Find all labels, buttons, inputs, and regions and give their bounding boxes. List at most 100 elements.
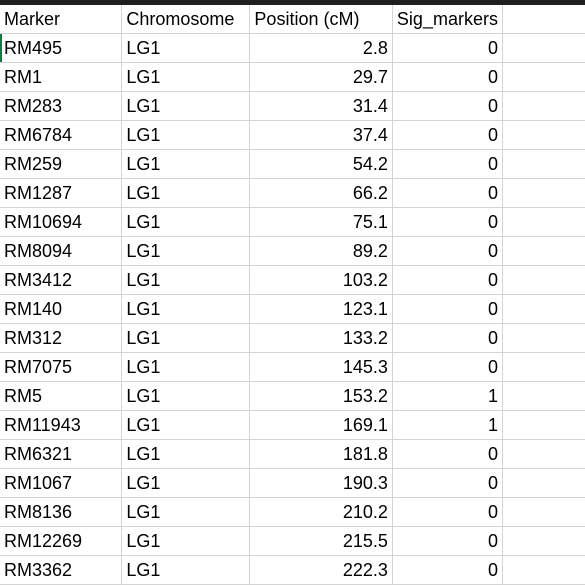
cell-marker[interactable]: RM3362: [0, 555, 123, 585]
cell-sig-markers[interactable]: 0: [392, 33, 503, 63]
empty-cell[interactable]: [502, 294, 585, 324]
cell-chromosome[interactable]: LG1: [121, 120, 251, 150]
cell-chromosome[interactable]: LG1: [121, 62, 251, 92]
cell-marker[interactable]: RM6784: [0, 120, 123, 150]
cell-marker[interactable]: RM283: [0, 91, 123, 121]
cell-marker[interactable]: RM8094: [0, 236, 123, 266]
cell-marker[interactable]: RM5: [0, 381, 123, 411]
cell-sig-markers[interactable]: 0: [392, 91, 503, 121]
cell-position[interactable]: 103.2: [249, 265, 393, 295]
cell-position[interactable]: 133.2: [249, 323, 393, 353]
cell-sig-markers[interactable]: 0: [392, 439, 503, 469]
cell-sig-markers[interactable]: 0: [392, 62, 503, 92]
empty-cell[interactable]: [502, 265, 585, 295]
cell-position[interactable]: 190.3: [249, 468, 393, 498]
cell-chromosome[interactable]: LG1: [121, 149, 251, 179]
cell-marker[interactable]: RM495: [0, 33, 123, 63]
cell-chromosome[interactable]: LG1: [121, 497, 251, 527]
cell-sig-markers[interactable]: 0: [392, 120, 503, 150]
cell-marker[interactable]: RM1287: [0, 178, 123, 208]
cell-marker[interactable]: RM8136: [0, 497, 123, 527]
cell-marker[interactable]: RM7075: [0, 352, 123, 382]
empty-cell[interactable]: [502, 33, 585, 63]
cell-position[interactable]: 89.2: [249, 236, 393, 266]
cell-sig-markers[interactable]: 0: [392, 149, 503, 179]
empty-cell[interactable]: [502, 91, 585, 121]
cell-sig-markers[interactable]: 0: [392, 497, 503, 527]
cell-position[interactable]: 153.2: [249, 381, 393, 411]
cell-position[interactable]: 75.1: [249, 207, 393, 237]
cell-position[interactable]: 29.7: [249, 62, 393, 92]
cell-marker[interactable]: RM11943: [0, 410, 123, 440]
empty-cell[interactable]: [502, 497, 585, 527]
cell-sig-markers[interactable]: 0: [392, 178, 503, 208]
cell-position[interactable]: 169.1: [249, 410, 393, 440]
cell-position[interactable]: 145.3: [249, 352, 393, 382]
header-cell-position[interactable]: Position (cM): [249, 5, 393, 34]
cell-position[interactable]: 31.4: [249, 91, 393, 121]
cell-marker[interactable]: RM10694: [0, 207, 123, 237]
cell-marker[interactable]: RM12269: [0, 526, 123, 556]
cell-marker[interactable]: RM6321: [0, 439, 123, 469]
cell-position[interactable]: 222.3: [249, 555, 393, 585]
cell-chromosome[interactable]: LG1: [121, 410, 251, 440]
cell-chromosome[interactable]: LG1: [121, 91, 251, 121]
cell-sig-markers[interactable]: 1: [392, 410, 503, 440]
cell-marker[interactable]: RM1067: [0, 468, 123, 498]
cell-position[interactable]: 215.5: [249, 526, 393, 556]
cell-sig-markers[interactable]: 0: [392, 468, 503, 498]
empty-cell[interactable]: [502, 352, 585, 382]
cell-chromosome[interactable]: LG1: [121, 265, 251, 295]
cell-sig-markers[interactable]: 0: [392, 236, 503, 266]
empty-cell[interactable]: [502, 410, 585, 440]
cell-sig-markers[interactable]: 0: [392, 265, 503, 295]
cell-position[interactable]: 54.2: [249, 149, 393, 179]
cell-position[interactable]: 37.4: [249, 120, 393, 150]
empty-cell[interactable]: [502, 149, 585, 179]
cell-marker[interactable]: RM312: [0, 323, 123, 353]
empty-cell[interactable]: [502, 381, 585, 411]
cell-chromosome[interactable]: LG1: [121, 323, 251, 353]
cell-chromosome[interactable]: LG1: [121, 526, 251, 556]
cell-position[interactable]: 66.2: [249, 178, 393, 208]
header-cell-marker[interactable]: Marker: [0, 5, 123, 34]
cell-chromosome[interactable]: LG1: [121, 352, 251, 382]
empty-cell[interactable]: [502, 555, 585, 585]
cell-position[interactable]: 181.8: [249, 439, 393, 469]
empty-cell[interactable]: [502, 526, 585, 556]
empty-cell[interactable]: [502, 120, 585, 150]
cell-sig-markers[interactable]: 0: [392, 207, 503, 237]
empty-cell[interactable]: [502, 62, 585, 92]
empty-cell[interactable]: [502, 439, 585, 469]
cell-sig-markers[interactable]: 0: [392, 294, 503, 324]
cell-sig-markers[interactable]: 0: [392, 323, 503, 353]
cell-marker[interactable]: RM3412: [0, 265, 123, 295]
cell-position[interactable]: 210.2: [249, 497, 393, 527]
cell-chromosome[interactable]: LG1: [121, 555, 251, 585]
cell-chromosome[interactable]: LG1: [121, 468, 251, 498]
cell-marker[interactable]: RM1: [0, 62, 123, 92]
cell-position[interactable]: 2.8: [249, 33, 393, 63]
cell-marker[interactable]: RM140: [0, 294, 123, 324]
cell-chromosome[interactable]: LG1: [121, 207, 251, 237]
cell-chromosome[interactable]: LG1: [121, 381, 251, 411]
empty-cell[interactable]: [502, 178, 585, 208]
empty-cell[interactable]: [502, 236, 585, 266]
empty-cell[interactable]: [502, 468, 585, 498]
cell-chromosome[interactable]: LG1: [121, 294, 251, 324]
empty-cell[interactable]: [502, 5, 585, 34]
cell-marker[interactable]: RM259: [0, 149, 123, 179]
empty-cell[interactable]: [502, 207, 585, 237]
cell-sig-markers[interactable]: 1: [392, 381, 503, 411]
cell-chromosome[interactable]: LG1: [121, 236, 251, 266]
cell-position[interactable]: 123.1: [249, 294, 393, 324]
empty-cell[interactable]: [502, 323, 585, 353]
header-cell-sig-markers[interactable]: Sig_markers: [392, 5, 503, 34]
cell-sig-markers[interactable]: 0: [392, 555, 503, 585]
cell-sig-markers[interactable]: 0: [392, 352, 503, 382]
header-cell-chromosome[interactable]: Chromosome: [121, 5, 251, 34]
cell-sig-markers[interactable]: 0: [392, 526, 503, 556]
cell-chromosome[interactable]: LG1: [121, 439, 251, 469]
cell-chromosome[interactable]: LG1: [121, 33, 251, 63]
cell-chromosome[interactable]: LG1: [121, 178, 251, 208]
